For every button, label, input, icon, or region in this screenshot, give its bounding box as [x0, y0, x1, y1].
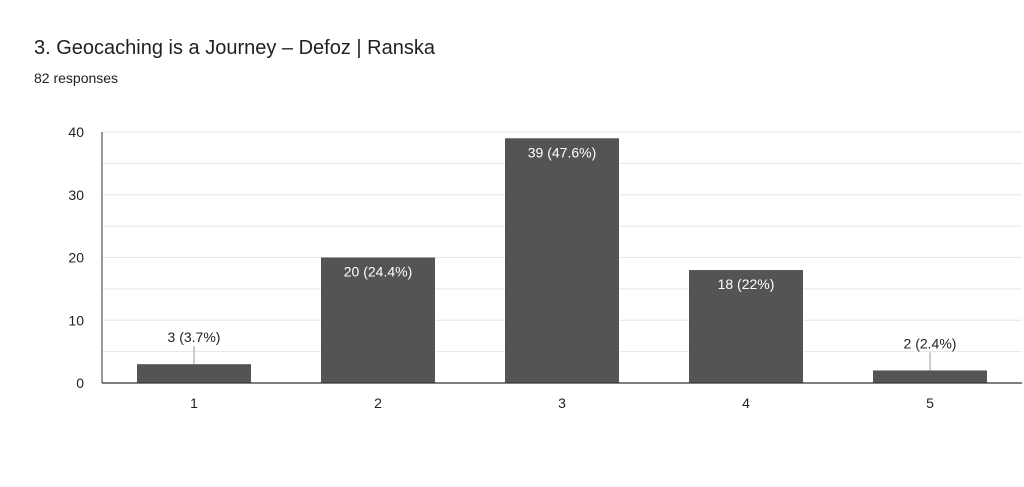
data-label: 20 (24.4%): [344, 264, 412, 280]
y-tick-label: 40: [68, 124, 84, 140]
y-tick-label: 0: [76, 375, 84, 391]
y-tick-label: 10: [68, 312, 84, 328]
y-tick-label: 20: [68, 250, 84, 266]
data-label: 2 (2.4%): [904, 335, 957, 351]
bar-5: [873, 370, 987, 383]
x-tick-label: 4: [742, 395, 750, 411]
data-label: 39 (47.6%): [528, 144, 596, 160]
y-tick-label: 30: [68, 187, 84, 203]
response-count: 82 responses: [34, 70, 119, 86]
bar-2: [321, 257, 435, 383]
x-tick-label: 1: [190, 395, 198, 411]
data-label: 18 (22%): [718, 276, 775, 292]
bar-4: [689, 270, 803, 383]
data-label: 3 (3.7%): [168, 329, 221, 345]
x-tick-label: 5: [926, 395, 934, 411]
x-tick-label: 3: [558, 395, 566, 411]
bar-3: [505, 138, 619, 383]
chart-title: 3. Geocaching is a Journey – Defoz | Ran…: [34, 37, 435, 59]
x-tick-label: 2: [374, 395, 382, 411]
bar-1: [137, 364, 251, 383]
